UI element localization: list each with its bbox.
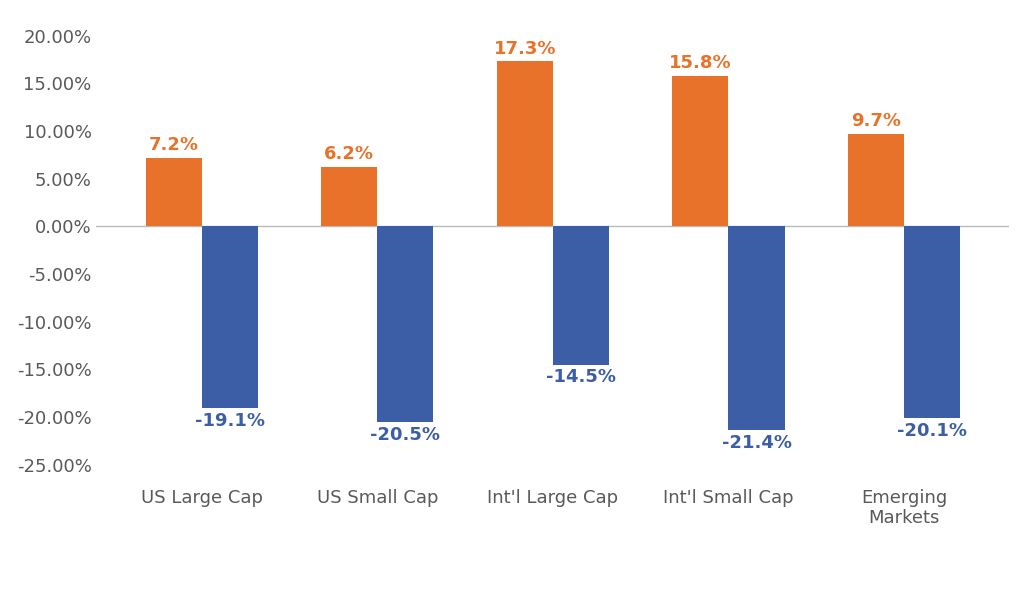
Bar [146,158,202,227]
Text: 17.3%: 17.3% [494,40,556,58]
Bar [497,61,553,227]
Bar [202,227,258,408]
Bar [553,227,609,365]
Text: -14.5%: -14.5% [546,368,616,386]
Bar [321,168,378,227]
Text: 15.8%: 15.8% [669,54,732,72]
Text: -21.4%: -21.4% [721,434,791,452]
Text: 6.2%: 6.2% [324,146,374,163]
Text: -20.5%: -20.5% [370,425,440,444]
Bar [904,227,960,418]
Text: 7.2%: 7.2% [149,136,199,154]
Bar [672,76,728,227]
Bar [847,134,904,227]
Text: -19.1%: -19.1% [195,412,265,430]
Text: -20.1%: -20.1% [897,422,968,440]
Text: 9.7%: 9.7% [851,112,901,130]
Bar [378,227,433,422]
Bar [728,227,785,431]
